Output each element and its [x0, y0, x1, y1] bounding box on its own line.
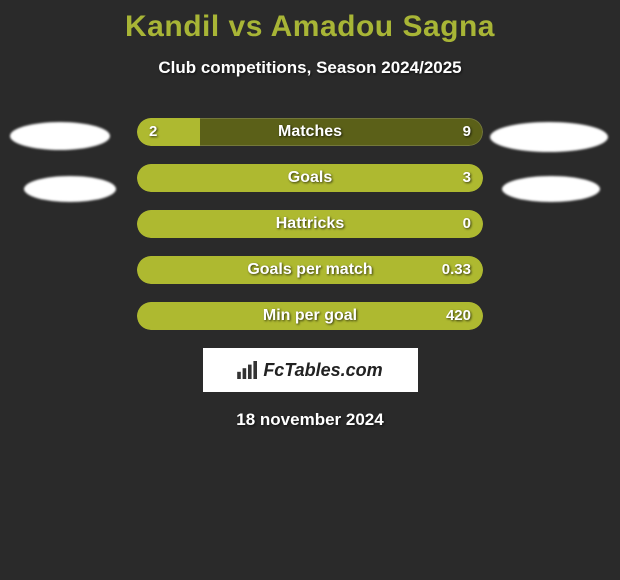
- stat-bar: Goals3: [137, 164, 483, 192]
- stat-label: Matches: [137, 118, 483, 146]
- page-title: Kandil vs Amadou Sagna: [0, 0, 620, 44]
- stat-bar: Matches2 9: [137, 118, 483, 146]
- stat-bar: Goals per match0.33: [137, 256, 483, 284]
- stat-right-value: 420: [446, 302, 471, 330]
- stat-label: Min per goal: [137, 302, 483, 330]
- stat-right-value: 9: [463, 118, 471, 146]
- stat-label: Hattricks: [137, 210, 483, 238]
- placeholder-mid_left: [24, 176, 116, 202]
- stat-bar: Min per goal420: [137, 302, 483, 330]
- placeholder-top_right: [490, 122, 608, 152]
- placeholder-top_left: [10, 122, 110, 150]
- stat-bar: Hattricks0: [137, 210, 483, 238]
- placeholder-mid_right: [502, 176, 600, 202]
- bars-icon: [237, 361, 259, 379]
- date: 18 november 2024: [0, 410, 620, 430]
- subtitle: Club competitions, Season 2024/2025: [0, 58, 620, 78]
- logo-text: FcTables.com: [263, 360, 382, 381]
- stats-bars: Matches2 9 Goals3 Hattricks0 Goals per match…: [137, 118, 483, 330]
- stat-right-value: 3: [463, 164, 471, 192]
- stat-label: Goals: [137, 164, 483, 192]
- stat-right-value: 0.33: [442, 256, 471, 284]
- stat-right-value: 0: [463, 210, 471, 238]
- stat-label: Goals per match: [137, 256, 483, 284]
- logo-box: FcTables.com: [203, 348, 418, 392]
- stat-left-value: 2: [149, 118, 157, 146]
